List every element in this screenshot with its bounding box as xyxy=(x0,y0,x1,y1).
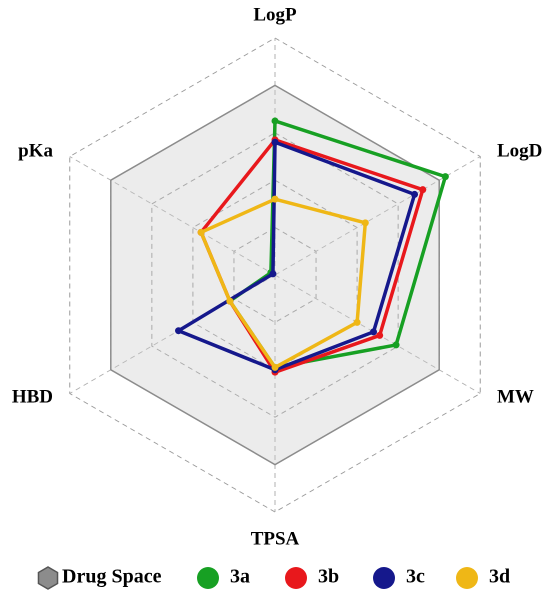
series-point xyxy=(271,363,279,371)
series-point xyxy=(226,297,234,305)
series-point xyxy=(271,195,279,203)
axis-label: TPSA xyxy=(251,528,300,549)
series-point xyxy=(419,186,427,194)
series-point xyxy=(376,331,384,339)
legend-icon xyxy=(197,567,219,589)
grid-ring xyxy=(151,132,399,418)
axis-label: pKa xyxy=(18,140,53,161)
axis-label: HBD xyxy=(12,386,53,407)
series-point xyxy=(370,328,378,336)
axis-label: LogP xyxy=(253,4,297,25)
legend-label: 3b xyxy=(318,566,339,588)
series-point xyxy=(392,341,400,349)
spoke xyxy=(274,156,481,276)
series-point xyxy=(175,327,183,335)
series-point xyxy=(271,138,279,146)
legend-icon xyxy=(456,567,478,589)
legend-icon xyxy=(373,567,395,589)
legend-icon xyxy=(37,566,59,590)
series-point xyxy=(441,173,449,181)
series-point xyxy=(411,190,419,198)
spoke xyxy=(69,156,276,276)
series-point xyxy=(197,228,205,236)
series-point xyxy=(361,219,369,227)
legend-icon xyxy=(285,567,307,589)
legend-label: 3d xyxy=(489,566,510,588)
legend-label: 3a xyxy=(230,566,250,588)
grid-ring xyxy=(69,37,481,513)
legend-label: Drug Space xyxy=(62,566,162,588)
series-point xyxy=(269,270,277,278)
series-point xyxy=(353,318,361,326)
series-point xyxy=(271,117,279,125)
axis-label: MW xyxy=(497,386,534,407)
axis-label: LogD xyxy=(497,140,542,161)
legend-label: 3c xyxy=(406,566,425,588)
